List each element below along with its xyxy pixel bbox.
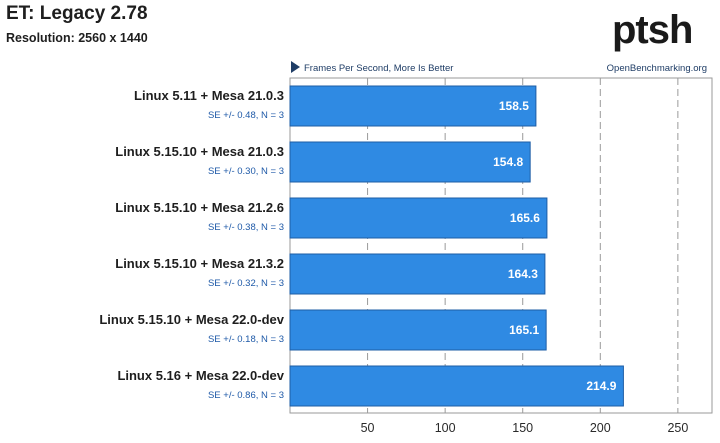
- category-labels: Linux 5.11 + Mesa 21.0.3 SE +/- 0.48, N =…: [99, 88, 284, 401]
- bar-value-label: 165.6: [510, 211, 540, 225]
- pts-logo: ptsh: [612, 8, 693, 52]
- header-arrow-icon: [291, 61, 300, 73]
- error-label: SE +/- 0.38, N = 3: [208, 222, 284, 233]
- bar: [289, 309, 547, 351]
- x-tick-label: 250: [667, 421, 688, 435]
- chart-title: ET: Legacy 2.78: [6, 3, 148, 24]
- bar: [289, 141, 531, 183]
- bars: 158.5 154.8 165.6 164.3 165.1 214.9: [289, 85, 624, 407]
- source-label: OpenBenchmarking.org: [607, 63, 707, 74]
- error-label: SE +/- 0.86, N = 3: [208, 390, 284, 401]
- error-label: SE +/- 0.48, N = 3: [208, 110, 284, 121]
- plot-area-border: [289, 77, 713, 414]
- error-label: SE +/- 0.32, N = 3: [208, 278, 284, 289]
- x-tick-label: 50: [361, 421, 375, 435]
- bar-value-label: 158.5: [499, 99, 529, 113]
- bar-value-label: 165.1: [509, 323, 539, 337]
- x-tick-label: 150: [512, 421, 533, 435]
- bar: [289, 365, 624, 407]
- category-label: Linux 5.15.10 + Mesa 22.0-dev: [99, 312, 284, 327]
- chart-y-axis-title: Frames Per Second, More Is Better: [304, 63, 453, 74]
- category-label: Linux 5.15.10 + Mesa 21.3.2: [115, 256, 284, 271]
- bar: [289, 253, 546, 295]
- x-tick-label: 200: [590, 421, 611, 435]
- bar-value-label: 214.9: [586, 379, 616, 393]
- bar: [289, 197, 548, 239]
- category-label: Linux 5.16 + Mesa 22.0-dev: [117, 368, 284, 383]
- x-axis-ticks: 50 100 150 200 250: [361, 421, 689, 435]
- category-label: Linux 5.15.10 + Mesa 21.2.6: [115, 200, 284, 215]
- error-label: SE +/- 0.30, N = 3: [208, 166, 284, 177]
- bar-value-label: 164.3: [508, 267, 538, 281]
- bar: [289, 85, 537, 127]
- chart-subtitle: Resolution: 2560 x 1440: [6, 31, 148, 45]
- category-label: Linux 5.11 + Mesa 21.0.3: [134, 88, 284, 103]
- grid-lines: [367, 78, 679, 413]
- error-label: SE +/- 0.18, N = 3: [208, 334, 284, 345]
- x-tick-label: 100: [435, 421, 456, 435]
- bar-value-label: 154.8: [493, 155, 523, 169]
- category-label: Linux 5.15.10 + Mesa 21.0.3: [115, 144, 284, 159]
